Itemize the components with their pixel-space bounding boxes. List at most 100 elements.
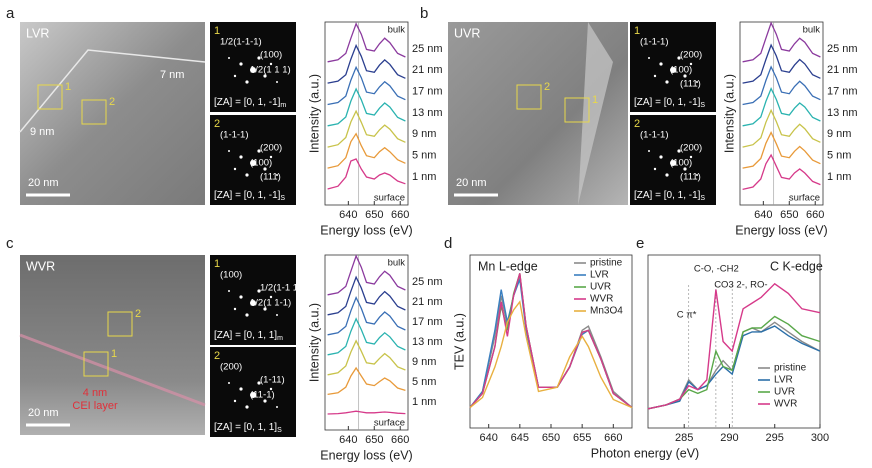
bottom-label: surface [374,193,405,204]
x-tick-label: 660 [806,209,824,221]
fft-spot-label: 1/2(1 1-1) [250,298,291,309]
series-label: 21 nm [412,296,443,308]
fft-spot [677,56,681,60]
spectrum-line [327,43,406,84]
fft-spot [245,80,249,84]
chart: 640 650 660 1 nm 5 nm 9 nm 13 nm 17 nm 21 nm 25 n… [307,21,443,237]
fft-spot-label: (200) [680,50,702,61]
series-label: 17 nm [412,316,443,328]
spectrum-line [327,410,406,415]
spectrum-line [327,132,406,169]
fft-spot [233,74,237,78]
fft-spot [648,57,650,59]
fft-spot [245,173,249,177]
x-tick-label: 640 [339,209,357,221]
series-label: 9 nm [827,128,851,140]
x-axis-label: Energy loss (eV) [320,223,412,237]
fft-spot [228,57,230,59]
series-label: 1 nm [412,171,436,183]
series-label: 17 nm [412,86,443,98]
fft-spot [653,167,657,171]
fft-spot [276,81,278,83]
fft-spot [257,381,261,385]
legend-label: UVR [590,282,611,293]
series-label: 21 nm [827,64,858,76]
fft-spot [665,173,669,177]
fft-spot [228,150,230,152]
zone-axis: [ZA] = [0, 1, 1]S [214,422,282,434]
fft-spot-label: 1/2(1-1 1) [260,283,301,294]
roi-label: 1 [65,81,71,93]
x-tick-label: 295 [766,432,784,444]
x-tick-label: 650 [542,432,560,444]
fft-spot [263,167,267,171]
x-tick-label: 660 [391,434,409,446]
fft-spot [670,160,676,166]
fft-spot [665,80,669,84]
crystal-edge [19,49,206,133]
chart-title: Mn L-edge [478,259,538,273]
x-tick-label: 640 [339,434,357,446]
fft-index: 1 [634,25,640,37]
fft-spot-label: (111) [260,172,281,183]
fft-spot [659,155,663,159]
fft-spot [228,290,230,292]
spectrum-line [742,43,821,84]
annotation: 9 nm [30,126,54,138]
zone-axis: [ZA] = [0, 1, 1]m [214,330,283,342]
spectrum-line [742,108,821,148]
fft-index: 2 [214,350,220,362]
fft-spot [696,81,698,83]
fft-spot [263,74,267,78]
roi-label: 2 [109,96,115,108]
zone-axis: [ZA] = [0, 1, -1]m [214,97,286,109]
fft-spot-label: (200) [220,362,242,373]
fft-spot [683,167,687,171]
x-axis-label: Photon energy (eV) [591,446,699,460]
series-label: 5 nm [827,150,851,162]
scale-label: 20 nm [456,177,487,189]
fft-index: 1 [214,258,220,270]
legend-label: pristine [774,363,807,374]
zone-axis-sub: S [700,102,705,109]
series-label: 13 nm [827,107,858,119]
y-axis-label: Intensity (a.u.) [307,303,321,382]
panel-letter: d [444,235,452,252]
fft-spot [269,387,273,391]
bottom-label: surface [789,193,820,204]
fft-spot [276,314,278,316]
legend-label: UVR [774,387,795,398]
series-label: 25 nm [412,276,443,288]
fft-spot [250,160,256,166]
series-label: 9 nm [412,128,436,140]
sample-name: WVR [26,259,55,273]
fft-spot [653,74,657,78]
x-tick-label: 650 [365,434,383,446]
fft-index: 1 [214,25,220,37]
tem-image [20,255,205,435]
fft-spot [239,62,243,66]
spectrum-line [327,339,406,376]
legend-label: LVR [774,375,793,386]
fft-spot-label: (200) [680,143,702,154]
y-axis-label: Intensity (a.u.) [307,74,321,153]
fft-index: 2 [214,118,220,130]
spectrum-line [742,21,821,63]
chart: 640 650 660 1 nm 5 nm 9 nm 13 nm 17 nm 21 nm 25 n… [722,21,858,237]
legend-label: pristine [590,258,623,269]
legend-label: LVR [590,270,609,281]
zone-axis-text: [ZA] = [0, 1, -1] [634,97,701,108]
spectrum-line [742,65,821,106]
spectrum-line [647,321,821,410]
fft-spot [670,67,676,73]
fft-spot-label: (1-1-1) [640,37,669,48]
fft-spot [689,62,693,66]
fft-spot [677,149,681,153]
roi-box [107,311,133,337]
fft-spot [269,155,273,159]
fft-spot [276,174,278,176]
annotation: CO3 2-, RO- [714,280,767,291]
x-axis-label: Energy loss (eV) [735,223,827,237]
